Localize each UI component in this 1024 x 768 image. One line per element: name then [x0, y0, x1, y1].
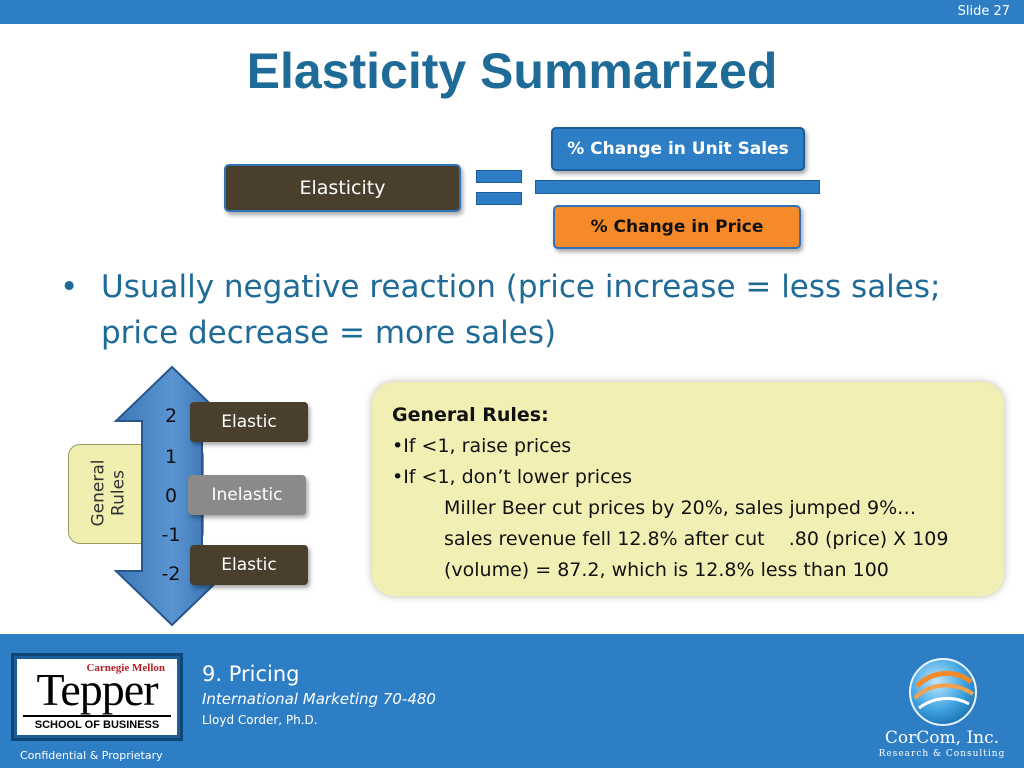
rule-detail-1: Miller Beer cut prices by 20%, sales jum…	[444, 497, 917, 519]
tepper-logo: Carnegie Mellon Tepper SCHOOL OF BUSINES…	[14, 656, 180, 738]
logo-school-text: SCHOOL OF BUSINESS	[23, 715, 171, 731]
footer-author: Lloyd Corder, Ph.D.	[202, 713, 318, 727]
elastic-tag-top: Elastic	[190, 402, 308, 442]
logo-cmu-text: Carnegie Mellon	[86, 662, 165, 674]
top-bar: Slide 27	[0, 0, 1024, 24]
numerator-box: % Change in Unit Sales	[551, 127, 805, 171]
bullet-text: Usually negative reaction (price increas…	[101, 269, 941, 351]
logo-tepper-text: Tepper	[36, 664, 158, 715]
fraction-line	[535, 180, 820, 194]
rules-text: General Rules: •If <1, raise prices •If …	[392, 400, 948, 586]
equals-bar-bottom	[476, 192, 522, 205]
rules-heading: General Rules:	[392, 404, 549, 426]
rule-1: •If <1, raise prices	[392, 435, 572, 457]
footer-text: 9. Pricing International Marketing 70-48…	[202, 660, 436, 730]
equals-bar-top	[476, 170, 522, 183]
scale-number-0: 0	[164, 485, 178, 507]
rules-panel	[372, 382, 1004, 596]
inelastic-tag: Inelastic	[188, 475, 306, 515]
rule-detail-2: sales revenue fell 12.8% after cut .80 (…	[444, 528, 949, 550]
scale-number-2: 2	[164, 405, 178, 427]
scale-number-minus-2: -2	[161, 563, 181, 585]
rule-2: •If <1, don’t lower prices	[392, 466, 633, 488]
slide-title: Elasticity Summarized	[246, 43, 778, 99]
corcom-name: CorCom, Inc.	[884, 728, 1000, 748]
bullet-dot: •	[60, 269, 79, 305]
elasticity-box: Elasticity	[224, 164, 461, 212]
footer-chapter: 9. Pricing	[202, 662, 300, 686]
footer-course: International Marketing 70-480	[202, 690, 436, 708]
scale-number-1: 1	[164, 446, 178, 468]
confidential-label: Confidential & Proprietary	[20, 749, 163, 762]
rule-detail-3: (volume) = 87.2, which is 12.8% less tha…	[444, 559, 889, 581]
denominator-box: % Change in Price	[553, 205, 801, 249]
corcom-tagline: Research & Consulting	[878, 749, 1006, 759]
bullet-point: • Usually negative reaction (price incre…	[60, 264, 980, 356]
slide-number: Slide 27	[957, 4, 1010, 19]
scale-number-minus-1: -1	[161, 524, 181, 546]
elastic-tag-bottom: Elastic	[190, 545, 308, 585]
corcom-globe-icon	[909, 658, 977, 726]
